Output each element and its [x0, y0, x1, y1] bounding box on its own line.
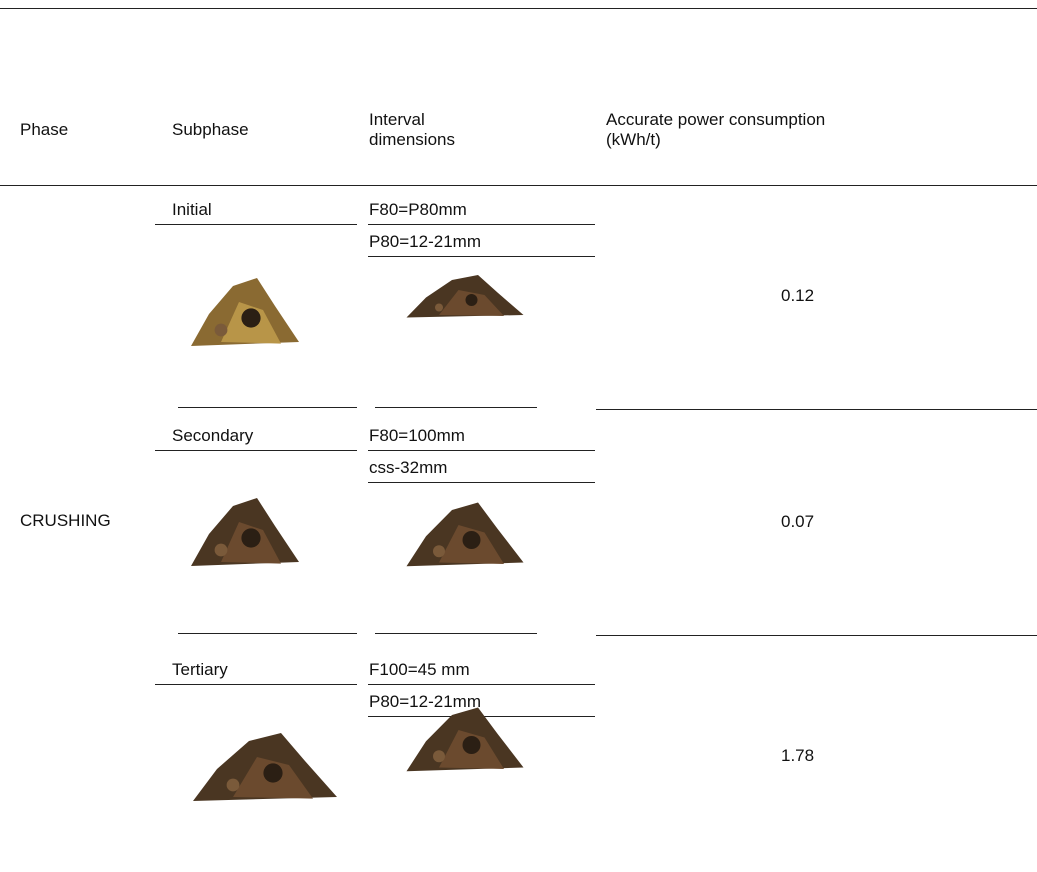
rule [368, 256, 595, 257]
rule [368, 224, 595, 225]
rule [155, 224, 357, 225]
rock-image [191, 498, 299, 566]
header-cell: Accurate power consumption (kWh/t) [606, 110, 826, 149]
rule [368, 684, 595, 685]
rule [596, 409, 1037, 410]
power-cell: 0.07 [781, 512, 815, 531]
dimension-cell: F100=45 mm [369, 660, 470, 679]
header-cell: Interval dimensions [369, 110, 455, 149]
rule [368, 482, 595, 483]
rule [178, 633, 357, 634]
rule [596, 635, 1037, 636]
rule [0, 8, 1037, 9]
rule [178, 407, 357, 408]
dimension-cell: P80=12-21mm [369, 232, 481, 251]
power-cell: 1.78 [781, 746, 815, 765]
subphase-cell: Tertiary [172, 660, 228, 679]
dimension-cell: F80=P80mm [369, 200, 467, 219]
dimension-cell: F80=100mm [369, 426, 465, 445]
rock-image [193, 733, 337, 801]
dimension-cell: css-32mm [369, 458, 448, 477]
rule [0, 185, 1037, 186]
header-cell: Phase [20, 120, 69, 139]
subphase-cell: Initial [172, 200, 212, 219]
subphase-cell: Secondary [172, 426, 254, 445]
rock-image [406, 502, 524, 567]
rule [155, 450, 357, 451]
power-cell: 0.12 [781, 286, 815, 305]
rule [375, 407, 537, 408]
dimension-cell: P80=12-21mm [369, 692, 481, 711]
rule [368, 450, 595, 451]
rule [375, 633, 537, 634]
rock-image [406, 275, 524, 318]
rock-image [191, 278, 299, 346]
phase-cell: CRUSHING [20, 511, 111, 530]
rock-image [406, 707, 524, 772]
rule [155, 684, 357, 685]
header-cell: Subphase [172, 120, 249, 139]
